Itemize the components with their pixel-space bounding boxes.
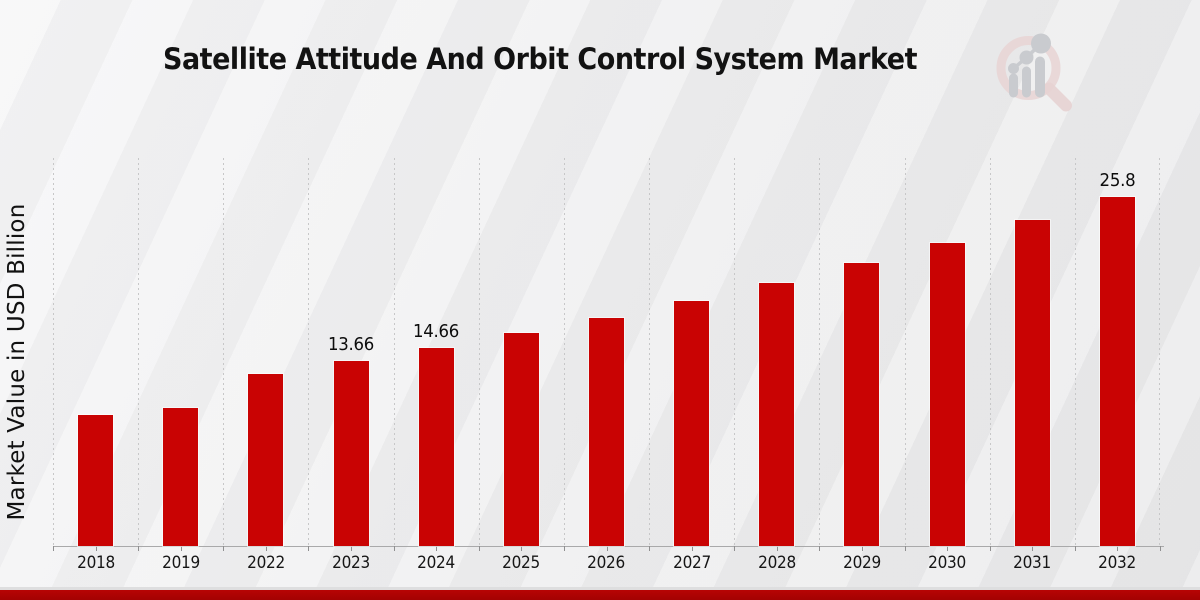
axis-tick [393, 546, 395, 551]
axis-tick [95, 546, 97, 551]
axis-tick [138, 546, 140, 551]
brand-logo [985, 22, 1090, 122]
bar-2023 [332, 360, 370, 547]
bar-value-label-2032: 25.8 [1099, 170, 1136, 191]
axis-tick [691, 546, 693, 551]
x-tick-label-2025: 2025 [502, 553, 541, 573]
bar-2026 [588, 317, 625, 547]
bar-2030 [928, 242, 966, 547]
x-tick-label-2030: 2030 [928, 553, 967, 573]
gridline [564, 158, 565, 546]
axis-tick [563, 546, 565, 551]
bar-value-label-2023: 13.66 [328, 334, 375, 355]
axis-tick [351, 546, 353, 551]
x-tick-label-2029: 2029 [843, 553, 881, 573]
axis-tick [521, 546, 523, 551]
axis-tick [819, 546, 821, 551]
magnifier-bar-chart-logo-icon [996, 33, 1072, 112]
axis-tick [947, 546, 949, 551]
bar-2019 [162, 407, 200, 547]
gridline [734, 158, 735, 546]
gridline [223, 158, 224, 546]
bar-value-label-2024: 14.66 [413, 321, 460, 342]
axis-tick [436, 546, 438, 551]
bar-2027 [673, 300, 711, 547]
x-tick-label-2028: 2028 [757, 553, 796, 573]
axis-tick [734, 546, 736, 551]
gridline [138, 158, 139, 546]
axis-tick [1032, 546, 1034, 551]
axis-tick [606, 546, 608, 551]
gridline [1075, 158, 1076, 546]
axis-tick [861, 546, 863, 551]
x-tick-label-2031: 2031 [1013, 553, 1052, 573]
x-tick-label-2019: 2019 [161, 553, 200, 573]
gridline [819, 158, 820, 546]
y-axis-label: Market Value in USD Billion [4, 203, 30, 521]
footer-edge-line [0, 587, 1200, 590]
bar-2032 [1098, 196, 1136, 547]
axis-tick [989, 546, 991, 551]
footer-accent-band [0, 590, 1200, 600]
axis-tick [478, 546, 480, 551]
chart-title: Satellite Attitude And Orbit Control Sys… [162, 42, 918, 76]
x-tick-label-2026: 2026 [587, 553, 626, 573]
bar-2028 [758, 282, 796, 547]
axis-tick [53, 546, 54, 551]
gridline [990, 158, 991, 546]
bar-2022 [247, 373, 285, 547]
x-tick-label-2023: 2023 [332, 553, 370, 573]
x-axis-line [53, 546, 1165, 547]
gridline [905, 158, 906, 546]
axis-tick [904, 546, 906, 551]
x-tick-label-2032: 2032 [1098, 553, 1137, 573]
gridline [394, 158, 395, 546]
gridline [308, 158, 309, 546]
axis-tick [308, 546, 310, 551]
gridline [53, 158, 54, 546]
bar-2029 [843, 262, 881, 547]
x-tick-label-2022: 2022 [246, 553, 285, 573]
bar-2025 [502, 332, 540, 547]
axis-tick [649, 546, 651, 551]
axis-tick [1117, 546, 1119, 551]
x-tick-label-2018: 2018 [76, 553, 115, 573]
axis-tick [1160, 546, 1161, 551]
bar-2024 [417, 347, 455, 547]
axis-tick [776, 546, 778, 551]
gridline [649, 158, 650, 546]
x-tick-label-2027: 2027 [672, 553, 711, 573]
gridline [1159, 158, 1160, 546]
axis-tick [223, 546, 225, 551]
x-tick-label-2024: 2024 [417, 553, 456, 573]
axis-tick [180, 546, 182, 551]
plot-area: 2018 2019 2022 13.66 2023 14.66 2024 2025 2026 20… [53, 158, 1165, 573]
bar-2018 [77, 414, 115, 547]
axis-tick [265, 546, 267, 551]
gridline [479, 158, 480, 546]
bar-2031 [1013, 219, 1051, 547]
axis-tick [1074, 546, 1076, 551]
